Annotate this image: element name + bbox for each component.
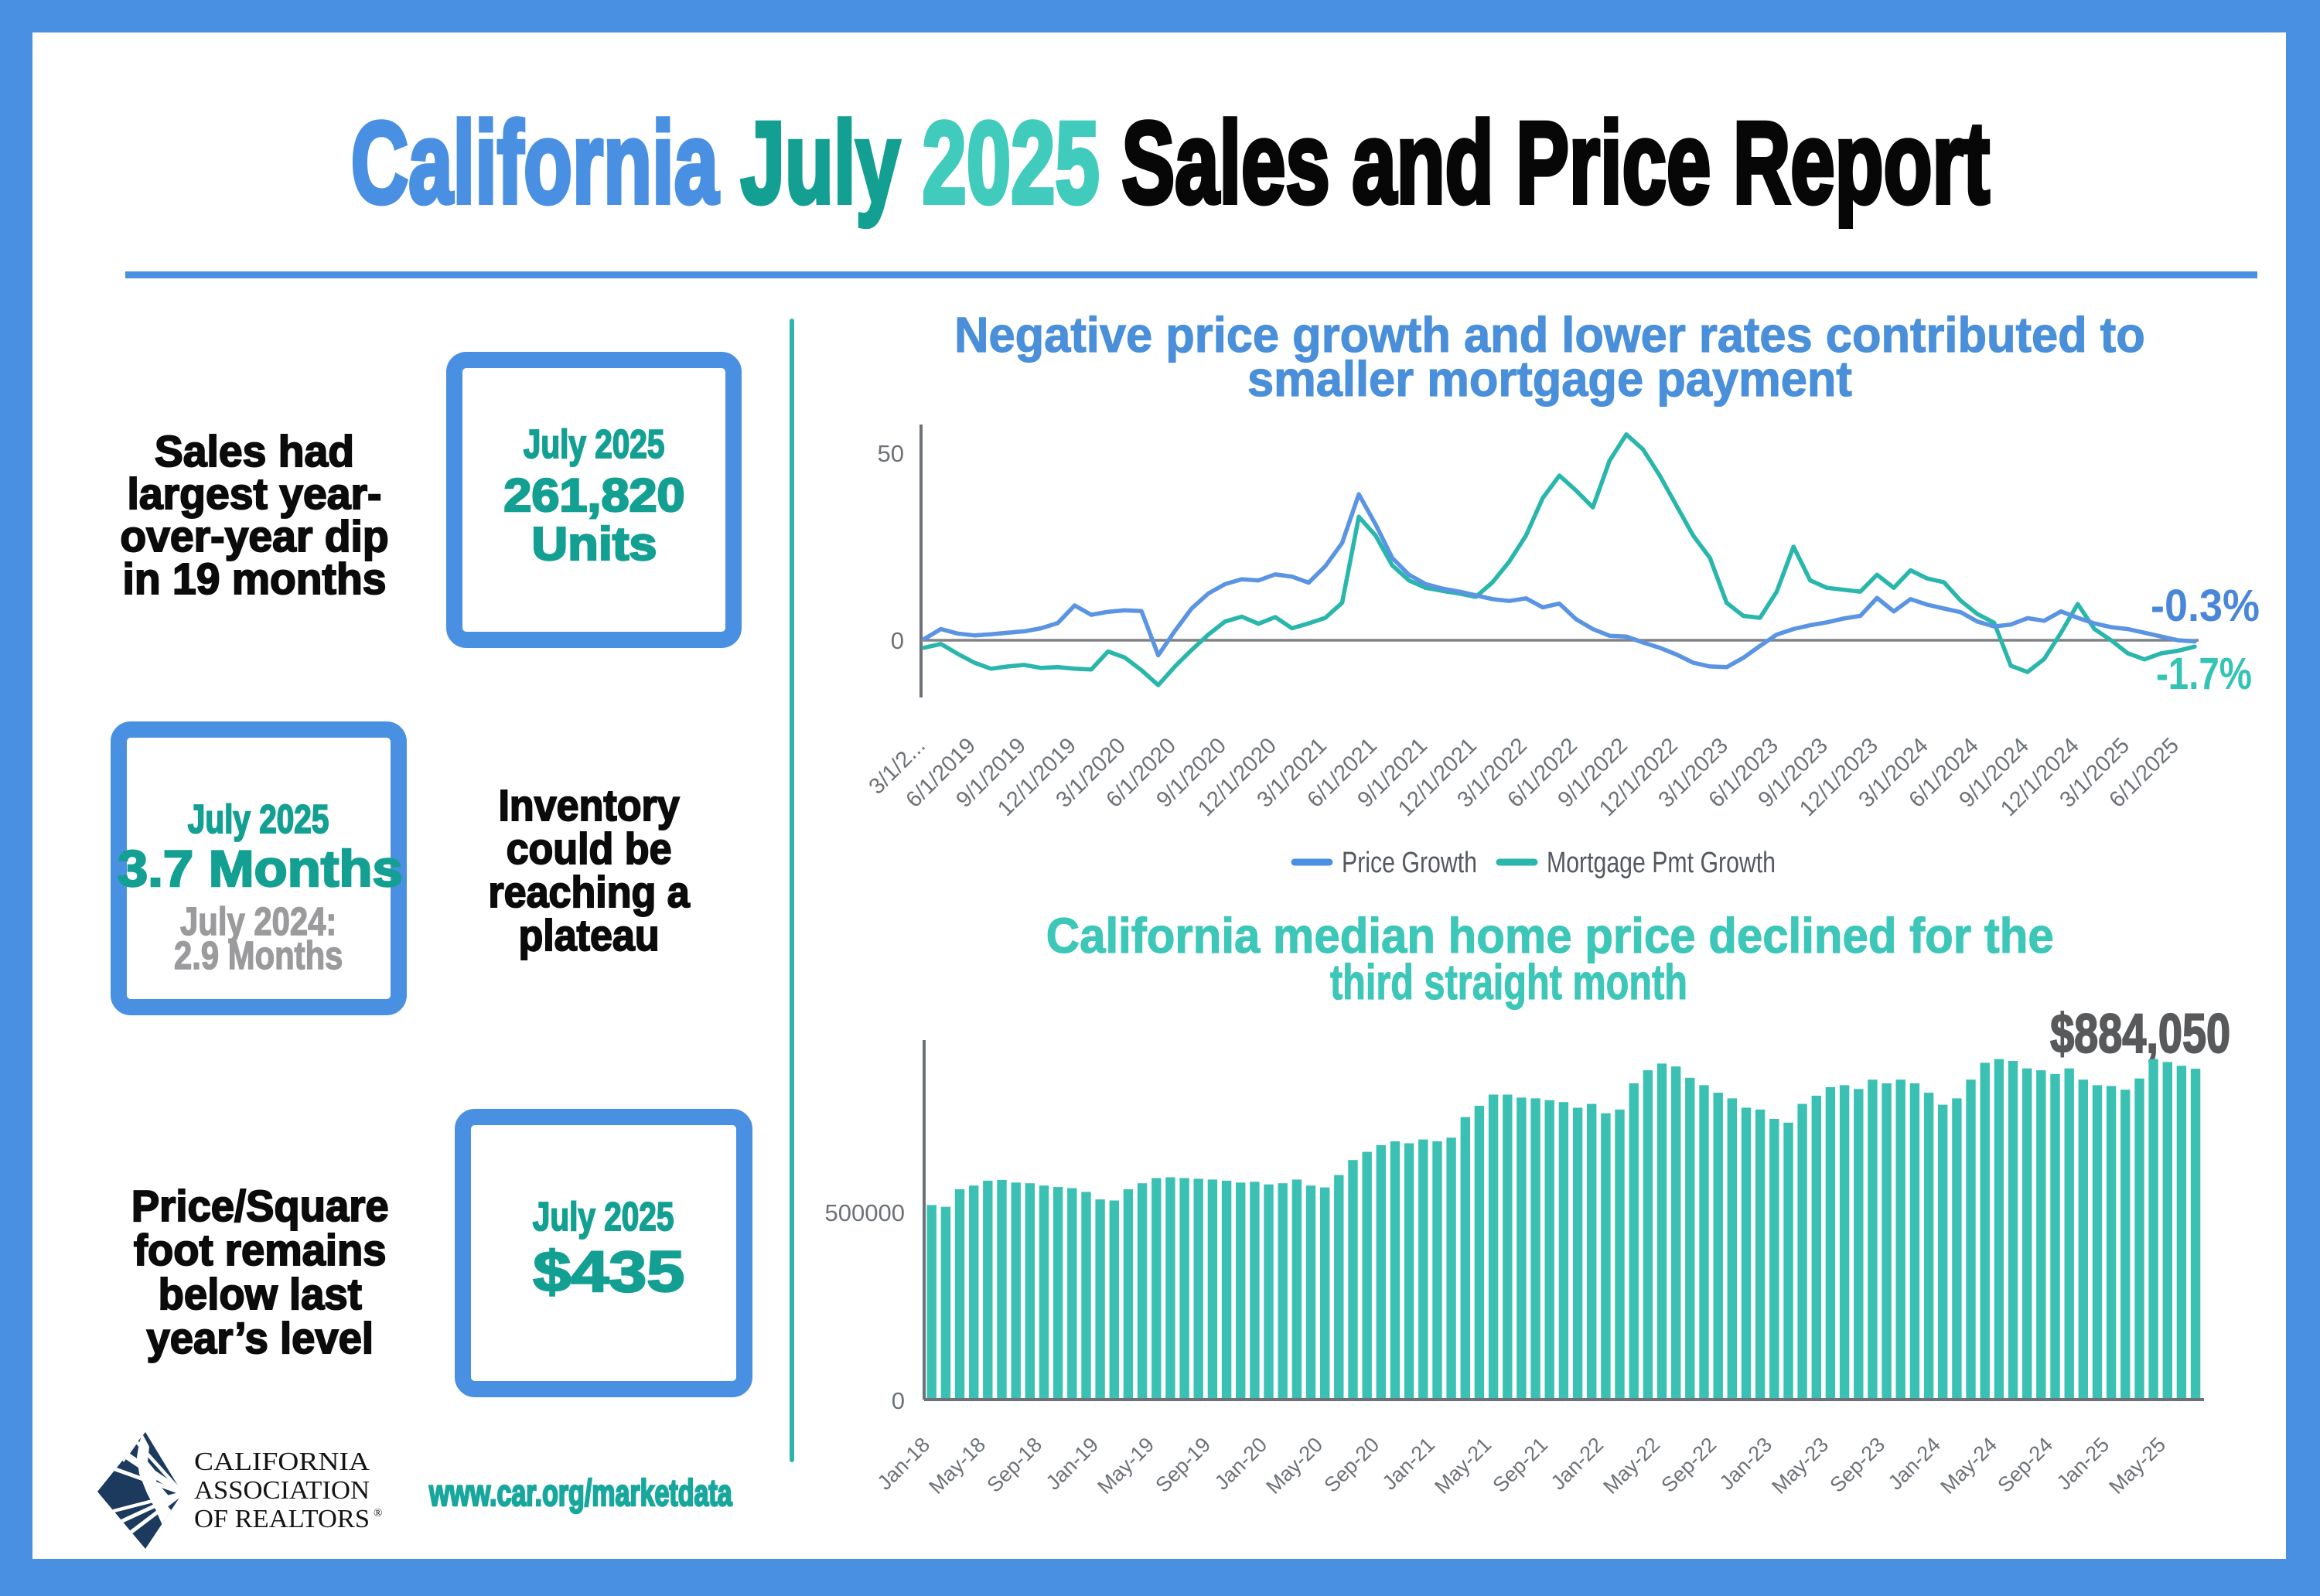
svg-text:May-19: May-19 [1093, 1433, 1158, 1499]
svg-text:Sep-24: Sep-24 [1993, 1433, 2057, 1497]
svg-text:Sep-18: Sep-18 [982, 1433, 1046, 1497]
svg-text:500000: 500000 [825, 1199, 905, 1226]
svg-text:Jan-20: Jan-20 [1210, 1433, 1272, 1495]
svg-text:®: ® [374, 1507, 382, 1519]
svg-text:50: 50 [878, 440, 904, 467]
svg-text:May-18: May-18 [924, 1433, 990, 1499]
svg-text:May-23: May-23 [1767, 1433, 1833, 1499]
svg-text:OF REALTORS: OF REALTORS [194, 1505, 370, 1533]
svg-text:Sep-20: Sep-20 [1319, 1433, 1383, 1497]
svg-text:Jan-24: Jan-24 [1884, 1433, 1946, 1495]
svg-text:-0.3%: -0.3% [2151, 581, 2260, 631]
svg-text:May-25: May-25 [2104, 1433, 2170, 1499]
svg-text:ASSOCIATION: ASSOCIATION [194, 1476, 370, 1505]
svg-text:May-24: May-24 [1936, 1433, 2001, 1499]
svg-text:Jan-23: Jan-23 [1715, 1433, 1777, 1495]
svg-text:Mortgage Pmt Growth: Mortgage Pmt Growth [1547, 847, 1776, 879]
svg-text:Sep-22: Sep-22 [1656, 1433, 1721, 1497]
svg-text:0: 0 [891, 627, 904, 654]
svg-text:Sep-23: Sep-23 [1825, 1433, 1889, 1497]
svg-text:Sep-19: Sep-19 [1151, 1433, 1215, 1497]
svg-text:-1.7%: -1.7% [2156, 649, 2252, 699]
svg-text:May-22: May-22 [1598, 1433, 1664, 1499]
svg-text:Jan-21: Jan-21 [1378, 1433, 1440, 1495]
svg-text:CALIFORNIA: CALIFORNIA [194, 1448, 370, 1476]
svg-text:Price Growth: Price Growth [1342, 847, 1477, 879]
svg-text:Sep-21: Sep-21 [1488, 1433, 1552, 1497]
svg-text:May-20: May-20 [1261, 1433, 1327, 1499]
svg-text:Jan-19: Jan-19 [1042, 1433, 1104, 1495]
svg-text:May-21: May-21 [1430, 1433, 1496, 1499]
svg-text:0: 0 [892, 1387, 905, 1414]
svg-text:Jan-22: Jan-22 [1547, 1433, 1609, 1495]
svg-text:Jan-25: Jan-25 [2052, 1433, 2114, 1495]
